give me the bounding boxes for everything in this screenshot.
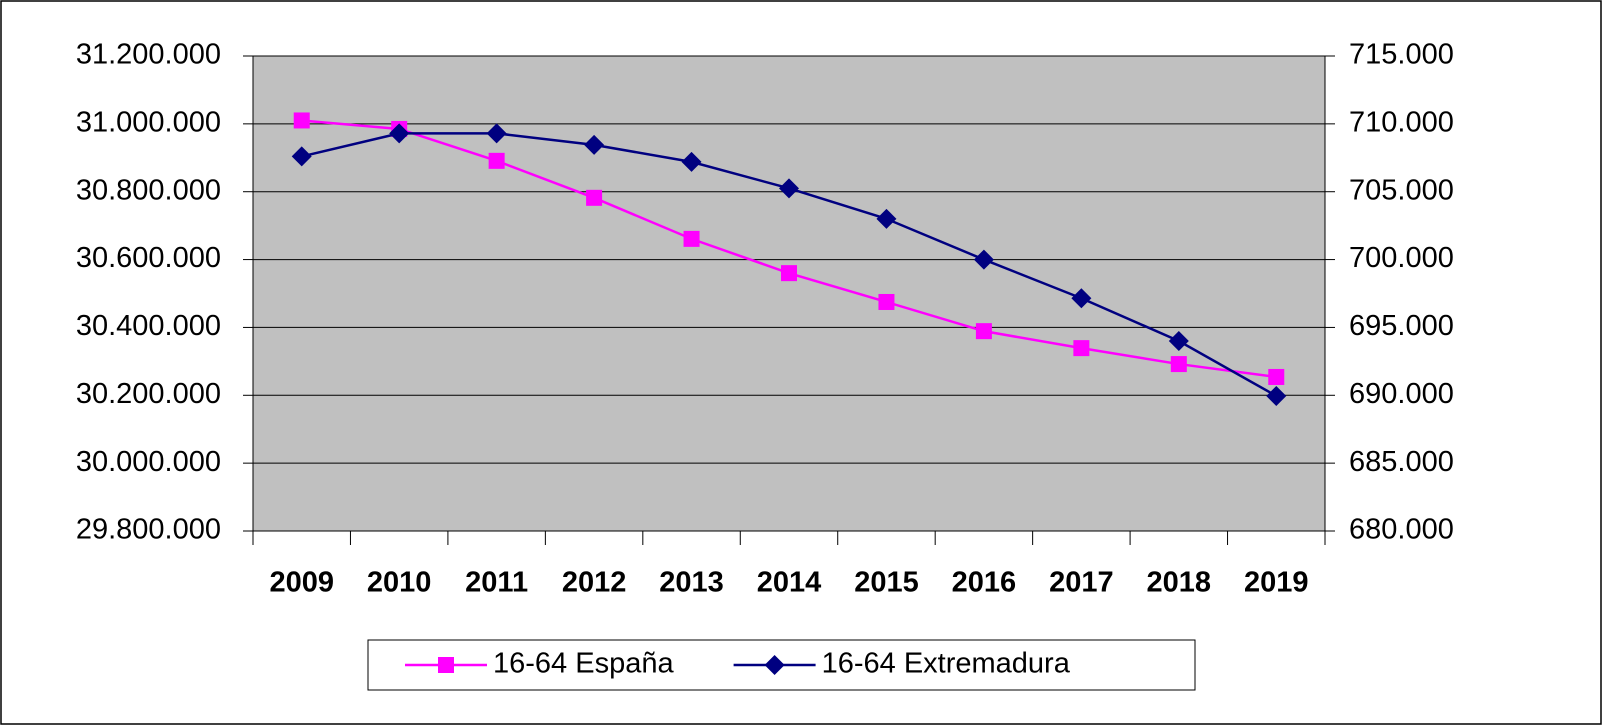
legend-label: 16-64 España	[493, 648, 674, 680]
y2-tick-label: 690.000	[1349, 378, 1454, 410]
x-tick-label: 2019	[1244, 567, 1309, 599]
y2-tick-label: 685.000	[1349, 446, 1454, 478]
marker	[779, 178, 799, 199]
y2-tick-label: 680.000	[1349, 514, 1454, 546]
x-tick-label: 2014	[757, 567, 822, 599]
marker	[1073, 340, 1090, 357]
y-tick-label: 30.600.000	[76, 242, 221, 274]
marker	[1170, 356, 1187, 373]
x-tick-label: 2018	[1147, 567, 1212, 599]
x-tick-label: 2016	[952, 567, 1017, 599]
x-tick-label: 2013	[659, 567, 724, 599]
marker	[781, 265, 797, 282]
y2-tick-label: 710.000	[1349, 107, 1454, 139]
marker	[975, 323, 992, 340]
x-tick-label: 2017	[1049, 567, 1114, 599]
marker	[488, 152, 505, 169]
y-tick-label: 30.200.000	[76, 378, 221, 410]
legend-marker	[764, 655, 785, 675]
marker	[878, 293, 895, 310]
marker	[683, 230, 700, 247]
y2-tick-label: 695.000	[1349, 310, 1454, 342]
plot-area	[252, 55, 1326, 532]
legend-marker	[438, 657, 454, 673]
marker	[1168, 331, 1189, 351]
marker	[973, 249, 994, 270]
marker	[1071, 288, 1092, 309]
marker	[584, 134, 605, 155]
legend-label: 16-64 Extremadura	[822, 648, 1071, 680]
y-tick-label: 31.000.000	[76, 107, 221, 139]
x-tick-label: 2012	[562, 567, 627, 599]
marker	[1266, 385, 1287, 406]
y2-tick-label: 705.000	[1349, 174, 1454, 206]
y-tick-label: 30.000.000	[76, 446, 221, 478]
y2-tick-label: 715.000	[1349, 39, 1454, 71]
marker	[486, 123, 507, 144]
marker	[389, 123, 410, 144]
x-tick-label: 2015	[854, 567, 919, 599]
marker	[681, 151, 702, 172]
marker	[586, 189, 603, 206]
marker	[876, 208, 897, 229]
x-tick-label: 2009	[269, 567, 334, 599]
y-tick-label: 29.800.000	[76, 514, 221, 546]
marker	[291, 146, 312, 167]
marker	[293, 112, 310, 129]
x-tick-label: 2011	[465, 567, 528, 599]
y-tick-label: 31.200.000	[76, 39, 221, 71]
y-tick-label: 30.400.000	[76, 310, 221, 342]
x-tick-label: 2010	[367, 567, 432, 599]
y2-tick-label: 700.000	[1349, 242, 1454, 274]
y-tick-label: 30.800.000	[76, 174, 221, 206]
marker	[1268, 368, 1285, 385]
